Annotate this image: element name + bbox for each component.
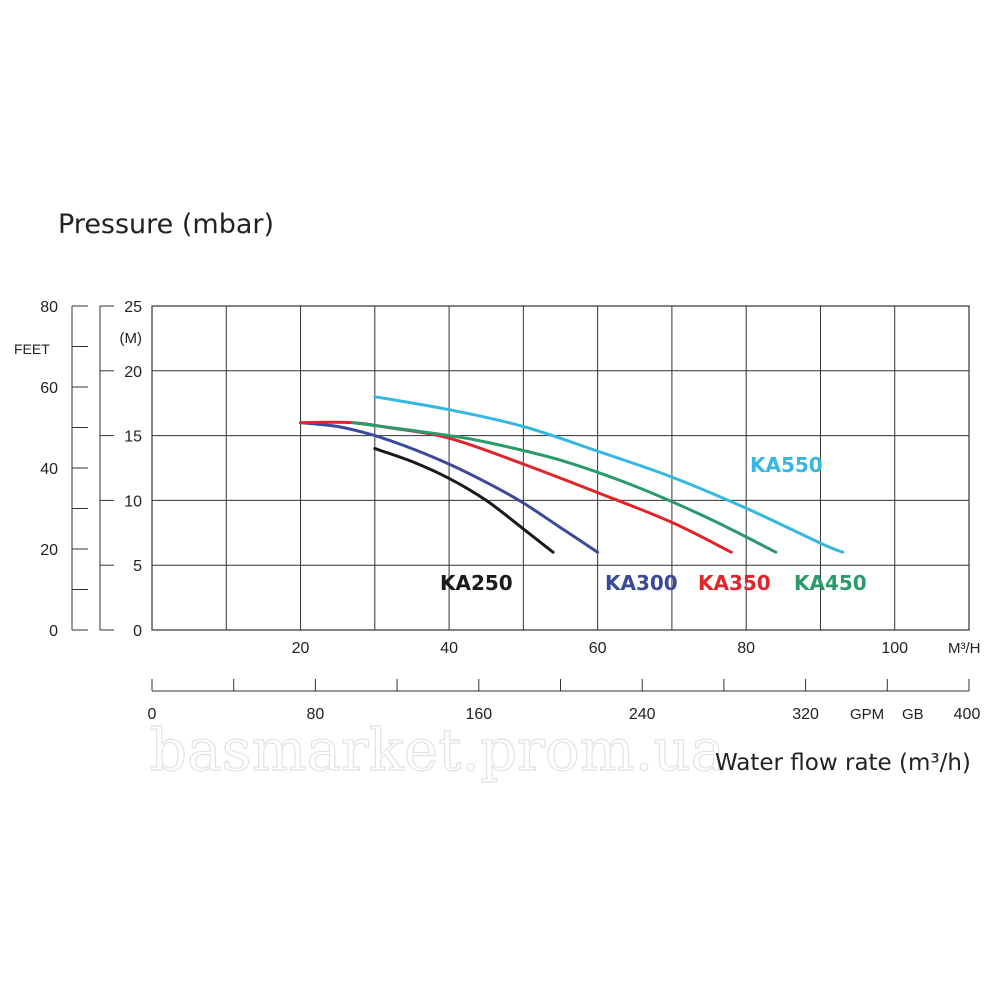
gpm-tick-label: 320 — [792, 706, 819, 723]
y-unit-label: (M) — [120, 330, 143, 347]
gpm-tick-label: 160 — [465, 706, 492, 723]
series-line-ka250 — [373, 447, 555, 554]
gpm-unit-label-2: GB — [902, 706, 924, 723]
series-label-ka350: KA350 — [698, 571, 771, 595]
gpm-tick-label: 80 — [307, 706, 325, 723]
x-axis-gpm: 0 80 160 240 320 400 GPM GB — [148, 679, 981, 723]
y-tick-label: 15 — [124, 429, 142, 446]
feet-tick-label: 20 — [40, 542, 58, 559]
x-tick-label: 100 — [881, 640, 908, 657]
watermark: basmarket.prom.ua — [149, 715, 725, 784]
series-line-ka450 — [351, 421, 778, 554]
gpm-unit-label: GPM — [850, 706, 884, 723]
series-line-ka300 — [299, 421, 600, 554]
gpm-tick-label: 0 — [148, 706, 157, 723]
series-label-ka550: KA550 — [750, 453, 823, 477]
x-axis-title: Water flow rate (m³/h) — [715, 750, 971, 776]
feet-tick-label: 60 — [40, 380, 58, 397]
x-axis-m3h: 20 40 60 80 100 M³/H — [292, 640, 981, 657]
feet-unit-label: FEET — [14, 341, 50, 357]
gpm-tick-label: 240 — [629, 706, 656, 723]
series-label-ka300: KA300 — [605, 571, 678, 595]
x-tick-label: 80 — [737, 640, 755, 657]
y-tick-label: 20 — [124, 364, 142, 381]
y-axis-feet: 0 20 40 60 80 FEET — [14, 299, 88, 640]
x-tick-label: 20 — [292, 640, 310, 657]
y-tick-label: 5 — [133, 558, 142, 575]
feet-tick-label: 0 — [49, 623, 58, 640]
chart-title: Pressure (mbar) — [58, 209, 274, 240]
feet-tick-label: 80 — [40, 299, 58, 316]
y-tick-label: 25 — [124, 299, 142, 316]
series-label-ka450: KA450 — [794, 571, 867, 595]
series-line-ka350 — [299, 420, 733, 554]
x-tick-label: 60 — [589, 640, 607, 657]
gpm-tick-label: 400 — [954, 706, 981, 723]
y-tick-label: 0 — [133, 623, 142, 640]
x-tick-label: 40 — [440, 640, 458, 657]
series-labels: KA250 KA300 KA350 KA450 KA550 — [440, 453, 867, 595]
series-label-ka250: KA250 — [440, 571, 513, 595]
y-axis-meters: 0 5 10 15 20 25 (M) — [99, 299, 143, 640]
y-tick-label: 10 — [124, 493, 142, 510]
watermark-text: basmarket.prom.ua — [150, 716, 725, 784]
series-curves — [299, 395, 845, 554]
series-line-ka550 — [373, 395, 845, 554]
plot-grid — [151, 305, 970, 631]
x-unit-label: M³/H — [948, 640, 981, 657]
plot-frame — [151, 305, 970, 631]
feet-tick-label: 40 — [40, 461, 58, 478]
